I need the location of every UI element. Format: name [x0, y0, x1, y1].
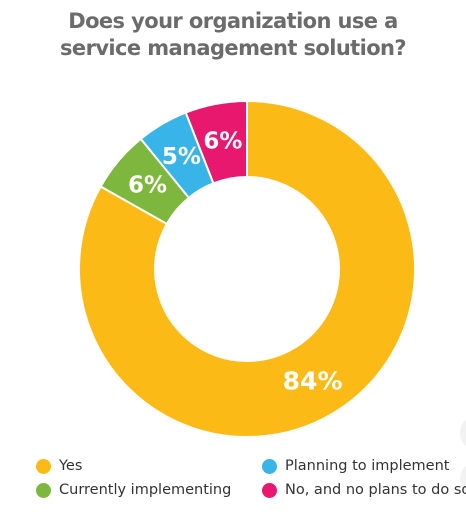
chart-title: Does your organization use a service man… [0, 8, 466, 62]
chart-title-line-1: Does your organization use a [68, 9, 398, 33]
edge-scroll-mark-top [460, 420, 466, 446]
donut-slice-no-plans [184, 99, 248, 185]
data-label-currently-implementing: 6% [128, 172, 167, 198]
donut-slice-yes [78, 99, 416, 438]
edge-scroll-mark-bottom [460, 466, 466, 492]
data-label-no-plans: 6% [203, 128, 242, 154]
data-label-yes: 84% [283, 367, 343, 396]
chart-title-line-2: service management solution? [60, 36, 407, 60]
data-label-planning-to-implement: 5% [162, 144, 201, 170]
